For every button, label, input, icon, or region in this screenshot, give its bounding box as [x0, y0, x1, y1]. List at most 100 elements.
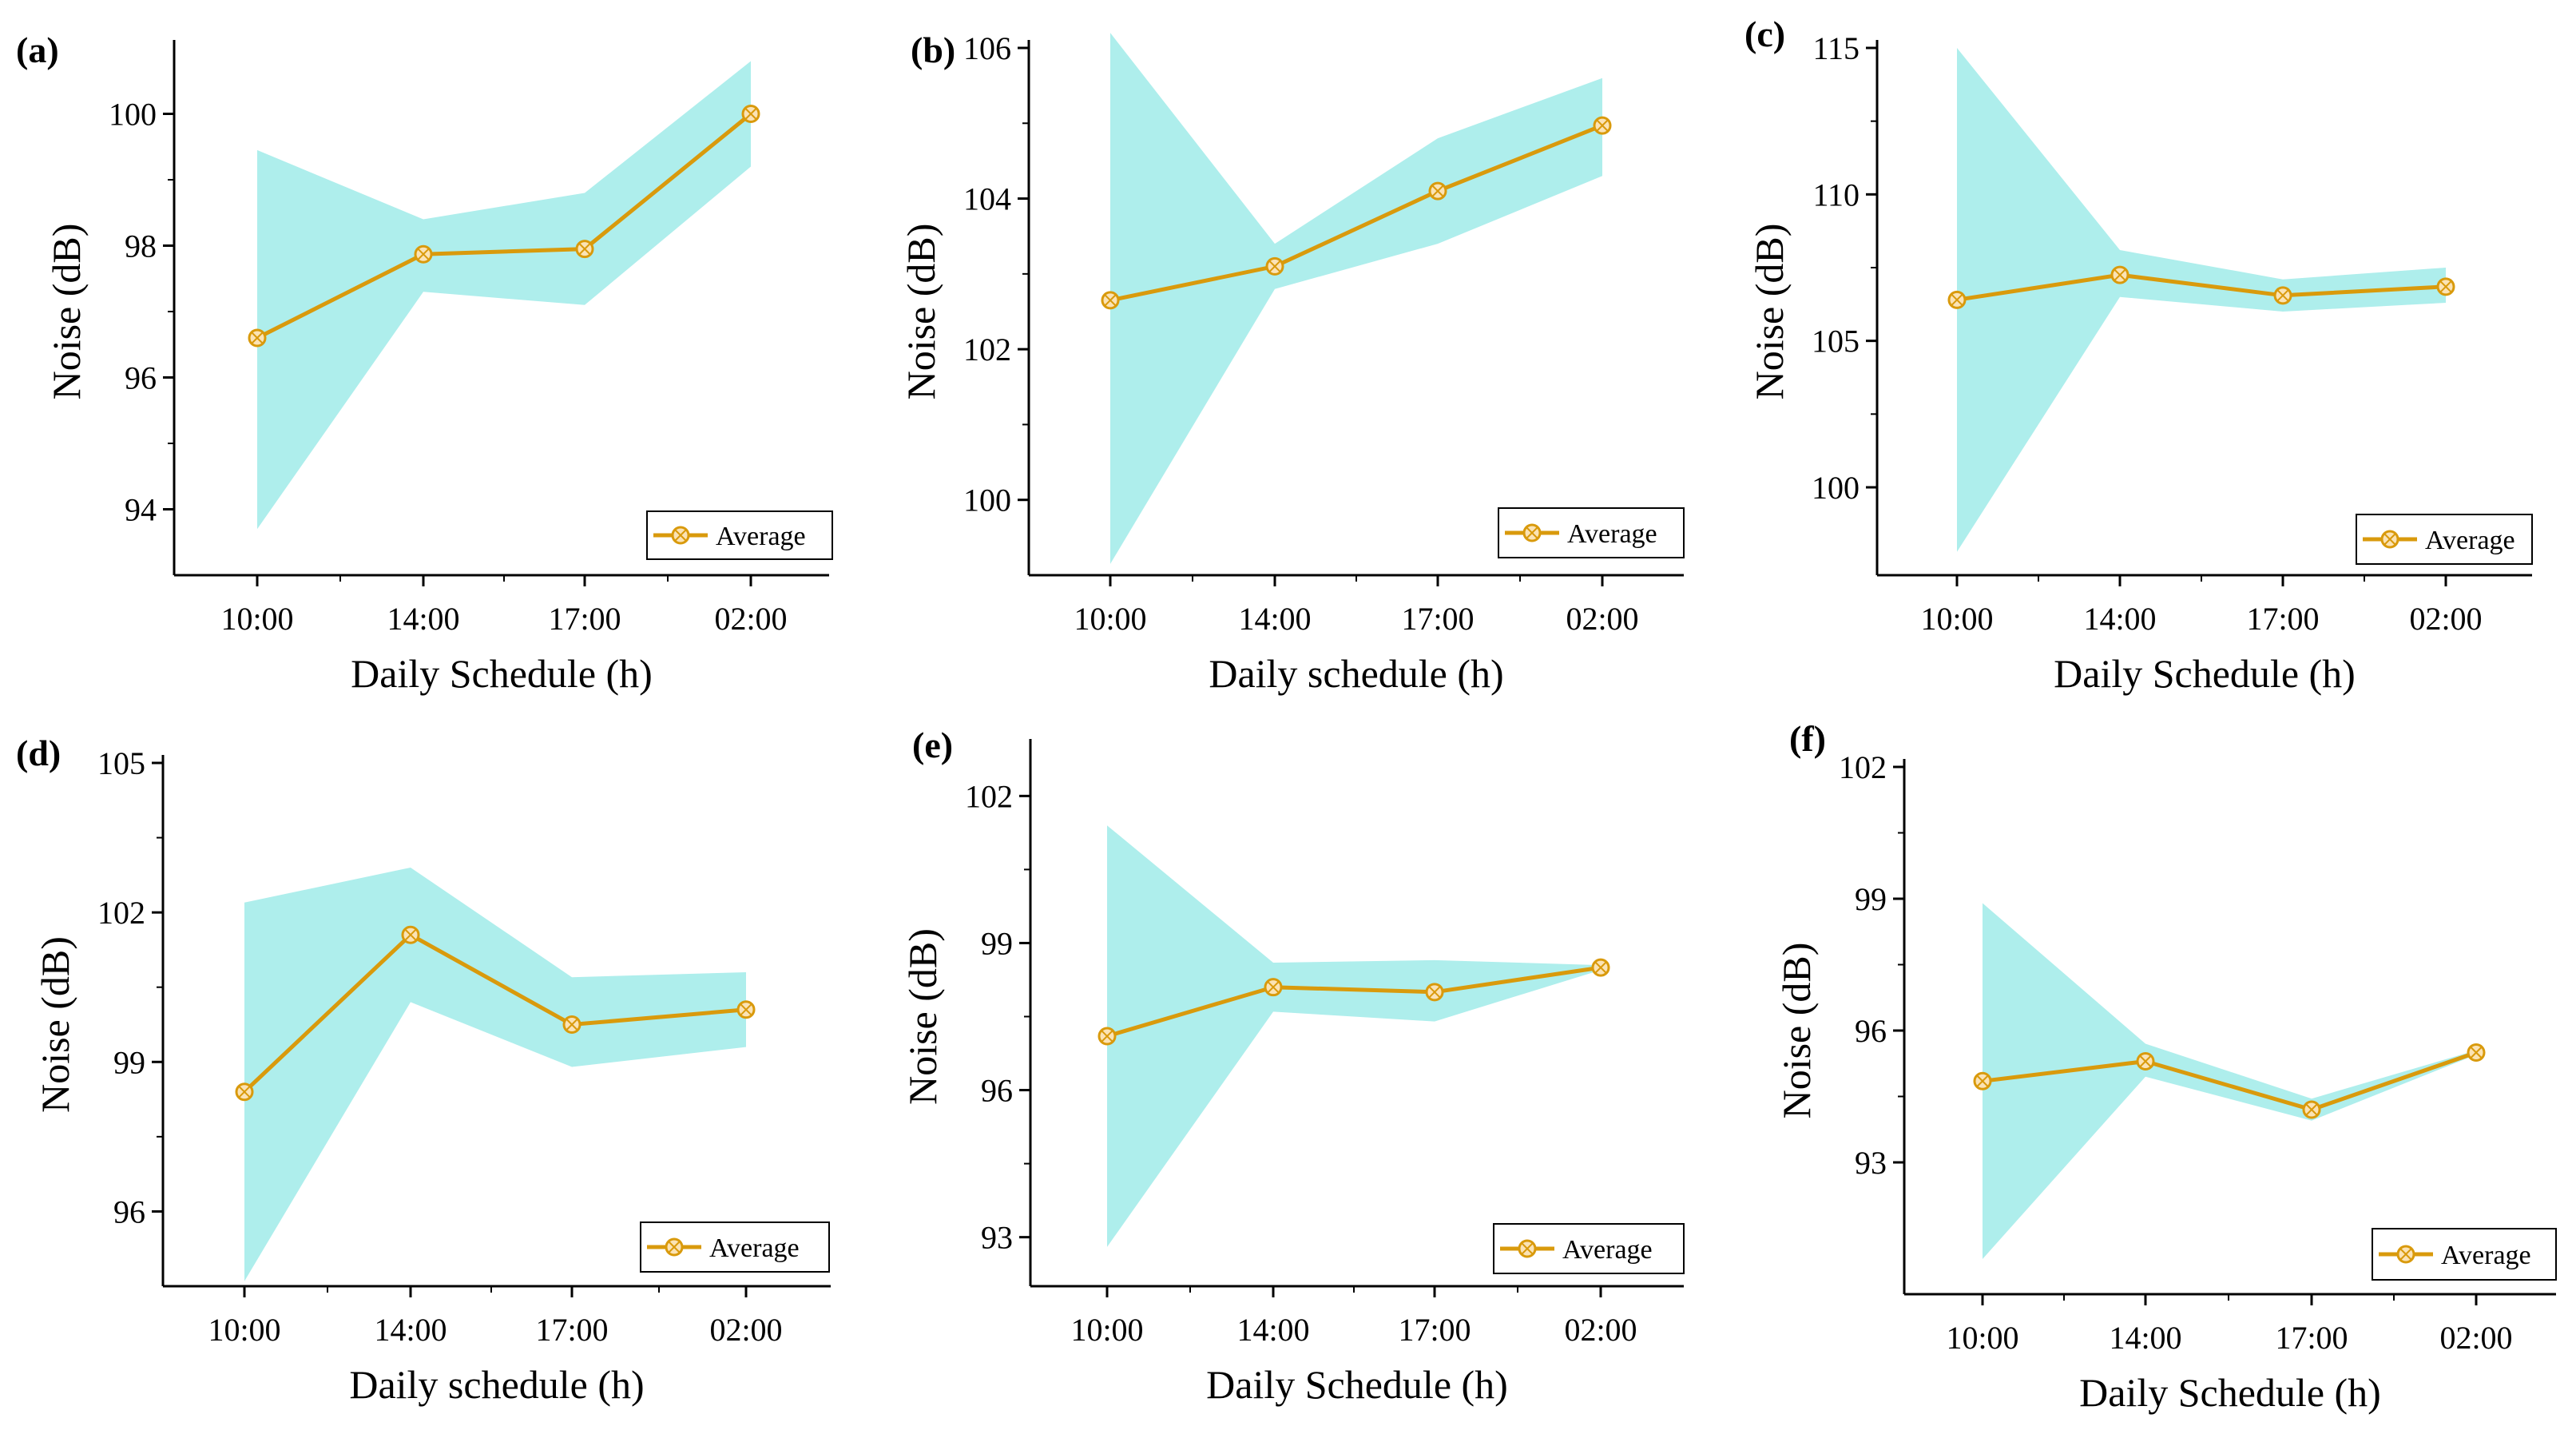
chart-panel-e: (e) 93 96 99 102 10:00 14:00 17:00 02:00 Daily Sc…	[900, 725, 1685, 1407]
y-tick-label: 96	[981, 1073, 1013, 1109]
data-point-1400	[401, 925, 420, 944]
y-tick-label: 99	[1855, 881, 1887, 917]
y-axis-title: Noise (dB)	[1747, 224, 1792, 400]
data-point-1000	[248, 328, 267, 348]
average-series-line	[1956, 272, 2447, 302]
marker-cross	[1101, 1030, 1113, 1043]
data-point-1700	[1428, 181, 1447, 201]
y-tick-label: 102	[963, 332, 1011, 367]
data-point-1400	[1265, 256, 1284, 276]
range-band	[1983, 903, 2476, 1259]
marker-cross	[1594, 961, 1607, 974]
data-point-1700	[562, 1015, 581, 1034]
y-tick-label: 115	[1812, 30, 1860, 66]
data-point-1400	[414, 244, 433, 264]
legend: Average	[646, 510, 833, 560]
data-point-1700	[2273, 286, 2292, 305]
y-tick-label: 100	[1812, 470, 1860, 506]
average-series-line	[256, 112, 752, 340]
y-tick-label: 94	[125, 492, 157, 528]
chart-panel-c: (c) 100 105 110 115 10:00 14:00 17:00 02:00 Daily…	[1744, 14, 2533, 696]
y-tick-label: 98	[125, 228, 157, 264]
y-axis-title: Noise (dB)	[44, 224, 89, 400]
y-tick-label: 99	[113, 1044, 145, 1080]
marker-cross	[1976, 1074, 1989, 1087]
range-band	[244, 868, 746, 1281]
legend-label: Average	[2441, 1241, 2531, 1270]
y-axis-title: Noise (dB)	[900, 928, 945, 1105]
y-tick-label: 106	[963, 30, 1011, 66]
chart-panel-b: (b) 100 102 104 106 10:00 14:00 17:00 02:00 Daily…	[899, 30, 1685, 696]
data-point-0200	[741, 105, 760, 123]
data-point-1000	[235, 1082, 254, 1102]
marker-cross	[2439, 280, 2452, 293]
x-tick-label: 17:00	[2275, 1320, 2348, 1356]
y-tick-label: 96	[125, 360, 157, 396]
marker-cross	[1431, 185, 1444, 197]
marker-cross	[2470, 1046, 2483, 1059]
data-point-1000	[1973, 1071, 1992, 1090]
range-band	[257, 61, 751, 530]
data-point-0200	[736, 1000, 756, 1019]
x-tick-label: 14:00	[374, 1312, 447, 1348]
panel-label: (e)	[912, 725, 953, 765]
data-point-1400	[2136, 1052, 2155, 1071]
legend-marker-cross	[2383, 533, 2396, 546]
range-band	[1957, 48, 2446, 552]
y-tick-label: 102	[97, 895, 145, 931]
x-tick-label: 02:00	[709, 1312, 782, 1348]
x-axis-title: Daily schedule (h)	[349, 1362, 644, 1407]
data-point-1700	[575, 240, 594, 259]
x-tick-label: 14:00	[2109, 1320, 2181, 1356]
data-point-1000	[1947, 290, 1967, 309]
y-tick-label: 99	[981, 925, 1013, 961]
legend: Average	[1498, 507, 1685, 558]
x-axis-title: Daily Schedule (h)	[2079, 1370, 2381, 1415]
y-axis-title: Noise (dB)	[899, 224, 943, 400]
x-tick-label: 14:00	[2083, 601, 2156, 637]
y-tick-label: 93	[1855, 1145, 1887, 1181]
legend-label: Average	[709, 1233, 800, 1263]
legend-marker-cross	[1526, 526, 1538, 539]
legend-label: Average	[716, 522, 806, 551]
marker-cross	[238, 1086, 251, 1098]
y-tick-label: 100	[109, 97, 157, 133]
x-tick-label: 02:00	[1564, 1312, 1637, 1348]
data-point-1700	[2302, 1100, 2321, 1119]
y-tick-label: 110	[1812, 177, 1860, 213]
x-axis-title: Daily schedule (h)	[1209, 651, 1503, 696]
marker-cross	[566, 1018, 578, 1031]
x-tick-label: 17:00	[2246, 601, 2319, 637]
x-tick-label: 02:00	[1566, 601, 1638, 637]
x-tick-label: 10:00	[208, 1312, 280, 1348]
panel-label: (f)	[1789, 718, 1826, 759]
x-tick-label: 17:00	[1398, 1312, 1471, 1348]
chart-panel-d: (d) 96 99 102 105 10:00 14:00 17:00 02:00 Daily s…	[16, 733, 831, 1407]
y-tick-label: 105	[1812, 324, 1860, 359]
average-series-line	[243, 932, 747, 1094]
y-tick-label: 96	[113, 1194, 145, 1229]
x-tick-label: 10:00	[1920, 601, 1993, 637]
average-series-line	[1106, 965, 1602, 1039]
marker-cross	[1428, 986, 1441, 999]
legend-box	[2372, 1228, 2557, 1281]
data-point-1000	[1097, 1027, 1117, 1046]
y-axis-title: Noise (dB)	[1774, 943, 1819, 1119]
legend: Average	[2372, 1228, 2557, 1281]
marker-cross	[1104, 294, 1117, 307]
data-point-1400	[2110, 265, 2129, 284]
x-axis-title: Daily Schedule (h)	[1206, 1362, 1508, 1407]
data-point-0200	[2436, 277, 2455, 296]
y-tick-label: 100	[963, 483, 1011, 518]
marker-cross	[1268, 260, 1281, 273]
data-point-0200	[1593, 116, 1612, 135]
x-tick-label: 17:00	[548, 601, 621, 637]
x-tick-label: 10:00	[1074, 601, 1146, 637]
panel-label: (d)	[16, 733, 61, 773]
y-tick-label: 105	[97, 745, 145, 781]
data-point-0200	[2467, 1043, 2486, 1062]
data-point-1700	[1425, 983, 1444, 1002]
x-tick-label: 14:00	[387, 601, 459, 637]
average-series-line	[1982, 1051, 2477, 1112]
